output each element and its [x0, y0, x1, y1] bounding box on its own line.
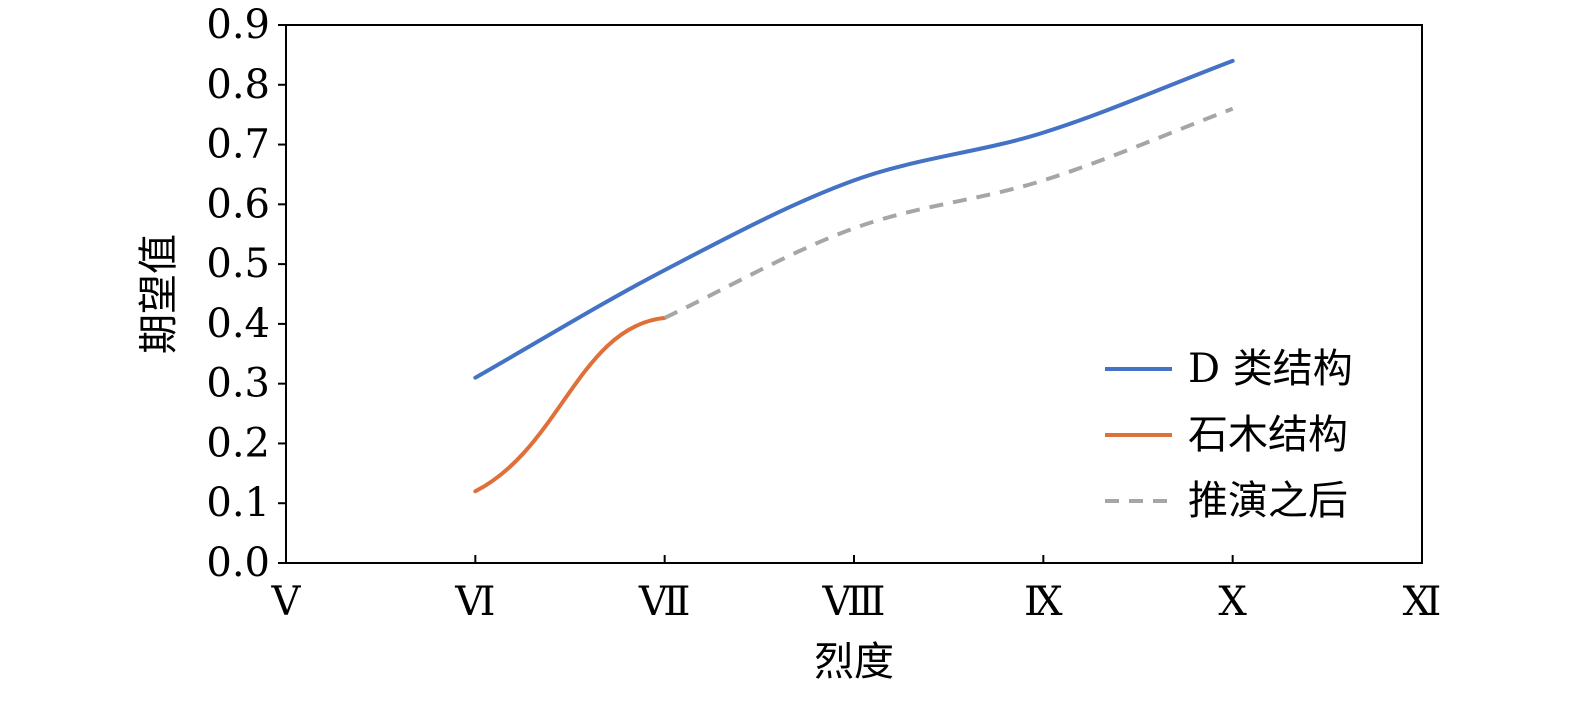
x-tick-label: Ⅺ [1403, 579, 1442, 625]
legend-label: 推演之后 [1188, 478, 1348, 524]
x-tick-label: Ⅵ [454, 579, 495, 625]
y-tick-label: 0.7 [206, 122, 270, 168]
x-tick-label: Ⅴ [271, 579, 302, 625]
legend-label: D 类结构 [1188, 346, 1353, 392]
legend-label: 石木结构 [1188, 412, 1348, 458]
series-line-0 [473, 58, 1235, 380]
y-tick-label: 0.4 [206, 301, 270, 347]
series-lines [473, 58, 1235, 494]
y-tick-label: 0.8 [206, 62, 270, 108]
y-axis-ticks: 0.0 0.1 0.2 0.3 0.4 0.5 0.6 0.7 0.8 0.9 [206, 2, 286, 586]
y-tick-label: 0.0 [206, 540, 270, 586]
y-tick-label: 0.5 [206, 241, 270, 287]
x-tick-label: Ⅸ [1024, 579, 1063, 625]
x-axis-title: 烈度 [814, 639, 894, 685]
y-tick-label: 0.3 [206, 361, 270, 407]
series-line-1 [473, 315, 667, 494]
x-tick-label: Ⅷ [821, 579, 885, 625]
series-line-2 [663, 106, 1234, 320]
x-tick-label: Ⅹ [1218, 579, 1247, 625]
y-axis-title: 期望值 [136, 234, 182, 354]
y-tick-label: 0.9 [206, 2, 270, 48]
x-axis-ticks: Ⅴ Ⅵ Ⅶ Ⅷ Ⅸ Ⅹ Ⅺ [271, 555, 1442, 625]
y-tick-label: 0.1 [206, 480, 270, 526]
y-tick-label: 0.6 [206, 181, 270, 227]
x-tick-label: Ⅶ [638, 579, 691, 625]
y-tick-label: 0.2 [206, 420, 270, 466]
